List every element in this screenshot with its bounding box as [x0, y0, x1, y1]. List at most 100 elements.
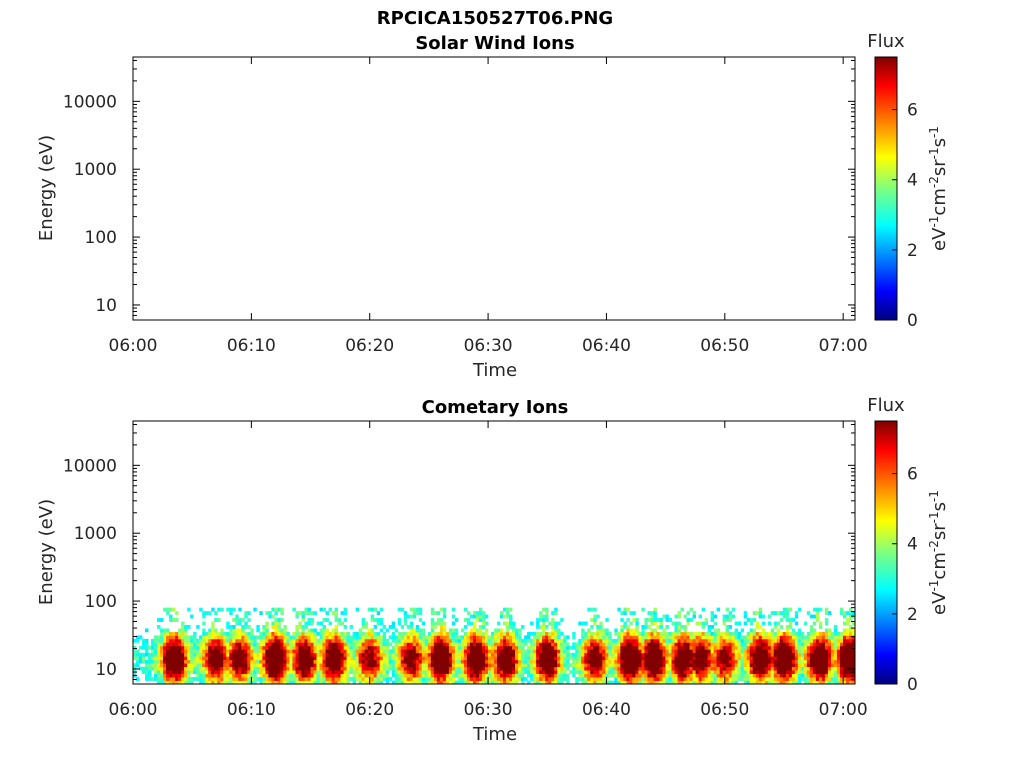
heatmap-cell: [545, 659, 549, 664]
heatmap-cell: [581, 670, 585, 674]
heatmap-cell: [710, 649, 715, 654]
heatmap-cell: [160, 631, 164, 636]
heatmap-cell: [608, 680, 612, 684]
heatmap-cell: [466, 635, 471, 640]
heatmap-cell: [839, 659, 844, 664]
heatmap-cell: [641, 677, 645, 681]
heatmap-cell: [812, 607, 817, 612]
heatmap-cell: [716, 642, 721, 647]
heatmap-cell: [689, 631, 693, 636]
heatmap-cell: [409, 656, 414, 661]
heatmap-cell: [791, 618, 796, 622]
heatmap-cell: [142, 670, 146, 674]
heatmap-cell: [472, 656, 477, 661]
heatmap-cell: [788, 642, 793, 647]
heatmap-cell: [409, 670, 414, 674]
heatmap-cell: [539, 670, 543, 674]
heatmap-cell: [812, 638, 817, 643]
heatmap-cell: [605, 618, 609, 622]
heatmap-cell: [190, 638, 194, 643]
heatmap-cell: [376, 621, 381, 626]
heatmap-cell: [818, 656, 823, 661]
heatmap-cell: [229, 611, 233, 615]
heatmap-cell: [509, 656, 513, 661]
heatmap-cell: [244, 642, 248, 647]
heatmap-cell: [403, 656, 408, 661]
heatmap-cell: [370, 638, 375, 643]
heatmap-cell: [512, 659, 516, 664]
heatmap-cell: [836, 638, 841, 643]
heatmap-cell: [701, 659, 705, 664]
heatmap-cell: [761, 656, 766, 661]
heatmap-cell: [346, 680, 350, 684]
heatmap-cell: [536, 621, 540, 626]
heatmap-cell: [307, 628, 311, 633]
heatmap-cell: [524, 635, 528, 640]
heatmap-cell: [292, 635, 296, 640]
heatmap-cell: [614, 663, 618, 668]
heatmap-cell: [542, 631, 546, 636]
heatmap-cell: [683, 659, 687, 664]
heatmap-cell: [683, 631, 687, 636]
heatmap-cell: [536, 635, 540, 640]
heatmap-cell: [451, 631, 456, 636]
heatmap-cell: [575, 652, 579, 657]
heatmap-cell: [460, 628, 465, 633]
heatmap-cell: [812, 614, 817, 619]
heatmap-cell: [343, 666, 347, 671]
heatmap-cell: [839, 663, 844, 668]
heatmap-cell: [352, 631, 357, 636]
heatmap-cell: [539, 652, 543, 657]
heatmap-cell: [226, 631, 230, 636]
heatmap-cell: [731, 614, 736, 619]
heatmap-cell: [439, 607, 444, 612]
heatmap-cell: [436, 663, 441, 668]
heatmap-cell: [178, 635, 182, 640]
heatmap-cell: [208, 649, 212, 654]
heatmap-cell: [271, 680, 275, 684]
heatmap-cell: [208, 659, 212, 664]
heatmap-cell: [707, 635, 711, 640]
heatmap-cell: [725, 673, 730, 678]
heatmap-cell: [740, 638, 745, 643]
heatmap-cell: [307, 635, 311, 640]
heatmap-cell: [707, 652, 711, 657]
heatmap-cell: [713, 628, 718, 633]
heatmap-cell: [596, 656, 600, 661]
heatmap-cell: [788, 635, 793, 640]
heatmap-cell: [683, 638, 687, 643]
heatmap-cell: [659, 659, 663, 664]
heatmap-cell: [400, 645, 405, 650]
heatmap-cell: [484, 638, 489, 643]
heatmap-cell: [478, 666, 483, 671]
heatmap-cell: [665, 670, 669, 674]
heatmap-cell: [662, 663, 666, 668]
heatmap-cell: [418, 628, 423, 633]
heatmap-cell: [668, 635, 672, 640]
heatmap-cell: [692, 611, 696, 615]
heatmap-cell: [448, 635, 453, 640]
heatmap-cell: [175, 649, 179, 654]
heatmap-cell: [244, 656, 248, 661]
heatmap-cell: [181, 638, 185, 643]
heatmap-cell: [334, 642, 338, 647]
heatmap-cell: [286, 652, 290, 657]
heatmap-cell: [424, 670, 429, 674]
heatmap-cell: [821, 680, 826, 684]
heatmap-cell: [710, 638, 715, 643]
heatmap-cell: [557, 656, 561, 661]
heatmap-cell: [442, 631, 447, 636]
heatmap-cell: [557, 670, 561, 674]
heatmap-cell: [154, 666, 158, 671]
heatmap-cell: [445, 670, 450, 674]
heatmap-cell: [761, 642, 766, 647]
heatmap-cell: [758, 673, 763, 678]
heatmap-cell: [539, 666, 543, 671]
heatmap-cell: [142, 645, 146, 650]
heatmap-cell: [415, 628, 420, 633]
heatmap-cell: [256, 652, 260, 657]
heatmap-cell: [653, 680, 657, 684]
heatmap-cell: [551, 635, 555, 640]
heatmap-cell: [430, 611, 435, 615]
heatmap-cell: [551, 659, 555, 664]
